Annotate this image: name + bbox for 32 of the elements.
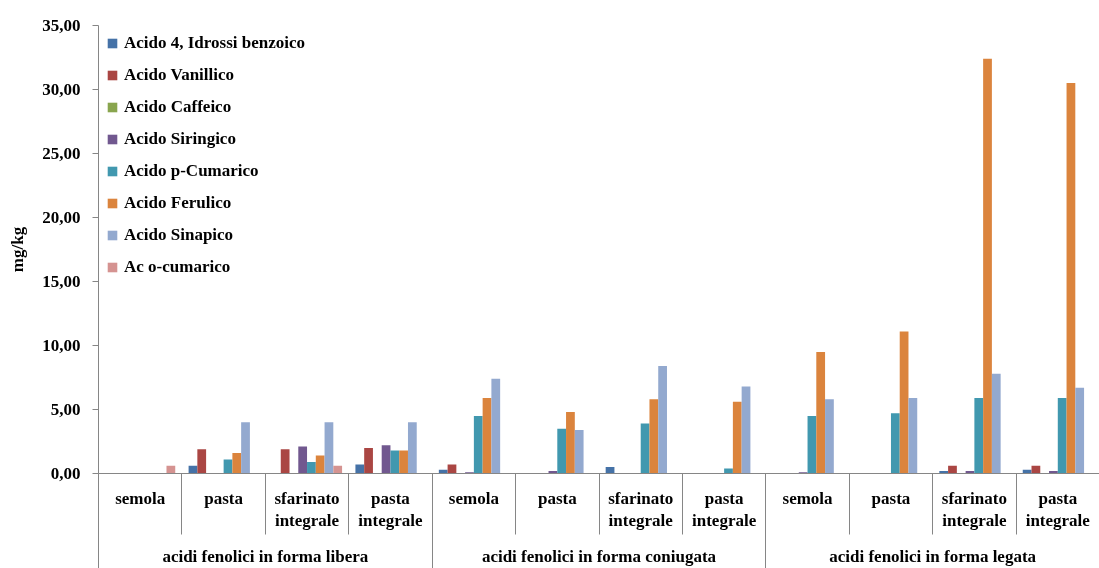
legend-label: Acido 4, Idrossi benzoico xyxy=(124,33,306,53)
legend-label: Acido Caffeico xyxy=(124,97,232,117)
text: acidi fenolici in forma legata xyxy=(829,546,1037,566)
x-tick-label: pasta xyxy=(204,488,244,508)
x-tick-label: sfarinato integrale xyxy=(941,488,1007,531)
x-tick-label: pasta xyxy=(537,488,578,508)
y-tick-label: 0,00 xyxy=(50,464,81,483)
legend-label: Acido Sinapico xyxy=(124,225,234,245)
y-tick-label: 10,00 xyxy=(42,336,81,355)
legend-label: Ac o-cumarico xyxy=(124,257,231,277)
y-tick-label: 5,00 xyxy=(50,400,81,419)
y-tick-label: 20,00 xyxy=(42,208,81,227)
x-tick-label: sfarinato integrale xyxy=(274,488,340,531)
x-tick-label: sfarinato integrale xyxy=(608,488,674,531)
y-axis-title: mg/kg xyxy=(8,226,28,273)
y-tick-label: 25,00 xyxy=(42,144,81,163)
y-tick-label: 35,00 xyxy=(42,16,81,35)
x-tick-label: semola xyxy=(782,488,834,508)
x-tick-label: pasta integrale xyxy=(358,488,424,531)
legend-label: Acido Vanillico xyxy=(124,65,235,85)
x-tick-label: pasta integrale xyxy=(1025,488,1091,531)
x-tick-label: semola xyxy=(115,488,166,508)
x-tick-label: pasta integrale xyxy=(692,488,757,531)
legend-label: Acido Ferulico xyxy=(124,193,232,213)
legend-label: Acido Siringico xyxy=(124,129,236,149)
legend-label: Acido p-Cumarico xyxy=(124,161,259,181)
x-tick-label: pasta xyxy=(871,488,911,508)
text: acidi fenolici in forma libera xyxy=(162,546,369,566)
text: acidi fenolici in forma coniugata xyxy=(481,546,717,566)
y-tick-label: 15,00 xyxy=(42,272,81,291)
x-tick-label: semola xyxy=(448,488,500,508)
y-tick-label: 30,00 xyxy=(42,80,81,99)
